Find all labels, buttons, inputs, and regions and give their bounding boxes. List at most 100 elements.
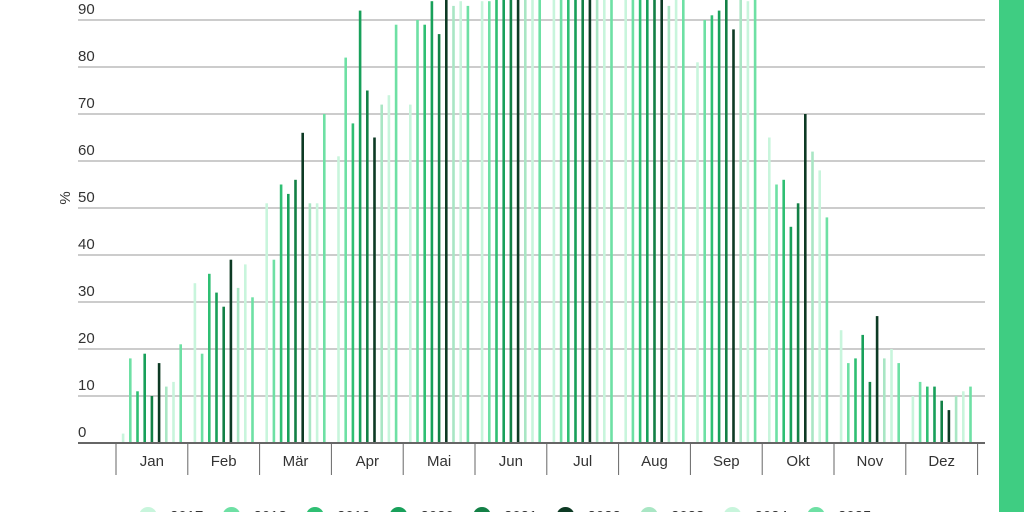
bar-Aug-2019 [638, 0, 642, 444]
bar-Nov-2023 [883, 358, 886, 443]
bar-Sep-2017 [696, 62, 699, 444]
bar-Okt-2023 [811, 151, 814, 443]
bar-Jan-2025 [179, 344, 182, 443]
bar-Jan-2019 [136, 391, 139, 443]
bar-Jun-2021 [509, 0, 513, 443]
x-tick-label: Nov [857, 453, 884, 470]
bar-Jun-2020 [502, 0, 505, 443]
y-axis-label: % [57, 191, 74, 204]
x-tick-label: Aug [641, 453, 668, 470]
bar-Apr-2018 [344, 57, 347, 443]
bar-Apr-2025 [394, 24, 398, 443]
bar-Mär-2023 [308, 203, 312, 443]
legend-marker [723, 507, 742, 517]
bar-Mai-2024 [459, 1, 462, 443]
bar-Jul-2023 [595, 0, 599, 443]
bar-Feb-2025 [251, 297, 254, 443]
legend-marker [807, 507, 825, 517]
bar-Jul-2019 [567, 0, 570, 443]
bar-Okt-2019 [782, 179, 785, 444]
bar-Jul-2025 [610, 0, 613, 443]
legend-label: 2018 [254, 508, 287, 512]
bar-Dez-2019 [926, 386, 929, 443]
y-tick-label: 60 [78, 142, 95, 159]
bar-Jun-2024 [531, 0, 534, 443]
bar-Mai-2018 [416, 20, 419, 443]
bar-Sep-2019 [710, 15, 714, 444]
bar-Mai-2022 [445, 0, 448, 444]
y-tick-label: 40 [78, 236, 95, 253]
bar-Apr-2021 [366, 90, 369, 443]
side-accent-bar [999, 0, 1024, 512]
legend-label: 2017 [170, 508, 203, 512]
bar-Mär-2021 [294, 179, 297, 444]
legend-label: 2023 [671, 508, 704, 512]
bar-Apr-2020 [358, 10, 362, 443]
bar-Jan-2021 [150, 396, 154, 443]
bar-Jun-2023 [524, 0, 527, 443]
bar-Nov-2017 [839, 330, 843, 443]
y-tick-label: 30 [78, 283, 95, 300]
bar-Jun-2019 [495, 0, 498, 444]
bar-Okt-2017 [768, 137, 771, 443]
bar-Mär-2024 [315, 203, 319, 443]
y-tick-label: 90 [78, 1, 95, 18]
bar-Okt-2021 [796, 203, 800, 443]
bar-Feb-2021 [222, 306, 225, 443]
bar-Feb-2017 [193, 283, 197, 443]
bar-Nov-2018 [847, 363, 850, 443]
bar-Okt-2018 [775, 184, 778, 443]
x-tick-label: Okt [786, 453, 810, 470]
bar-Feb-2022 [229, 259, 233, 443]
x-tick-label: Feb [211, 453, 237, 470]
bar-Aug-2021 [653, 0, 656, 443]
bar-Jan-2023 [165, 386, 168, 443]
bar-Mai-2020 [430, 1, 434, 443]
legend-label: 2020 [421, 508, 454, 512]
bar-Aug-2017 [624, 0, 627, 443]
bar-Dez-2021 [940, 400, 943, 443]
bar-Okt-2020 [789, 226, 793, 443]
bar-Jun-2017 [480, 1, 484, 443]
y-tick-label: 70 [78, 95, 95, 112]
bar-Sep-2018 [703, 20, 706, 443]
bar-Mai-2021 [437, 34, 441, 443]
bar-Nov-2024 [890, 349, 893, 443]
bar-Dez-2018 [918, 381, 922, 443]
x-tick-label: Apr [356, 453, 379, 470]
bar-Apr-2022 [373, 137, 376, 443]
x-tick-label: Mär [283, 453, 309, 470]
bar-Mai-2017 [409, 104, 412, 443]
y-tick-label: 50 [78, 189, 95, 206]
bar-Mai-2025 [466, 5, 470, 444]
bar-Dez-2017 [911, 396, 915, 443]
legend-marker [139, 507, 157, 517]
bar-Aug-2018 [631, 0, 635, 443]
legend-marker [473, 507, 491, 517]
bar-Jun-2025 [538, 0, 541, 443]
bar-Aug-2024 [674, 0, 678, 444]
bar-Sep-2025 [753, 0, 757, 443]
bar-Jul-2018 [559, 0, 563, 443]
bar-Jun-2022 [516, 0, 520, 443]
bar-Mär-2025 [323, 114, 326, 443]
x-tick-label: Jun [499, 453, 523, 470]
bar-Aug-2020 [646, 0, 649, 443]
legend-marker [640, 507, 658, 517]
bar-Jul-2021 [581, 0, 584, 443]
legend-marker [222, 507, 241, 517]
bar-Nov-2025 [897, 363, 900, 443]
bar-Jan-2022 [157, 363, 161, 443]
legend-marker [306, 507, 324, 517]
x-tick-label: Mai [427, 453, 451, 470]
bar-Jul-2022 [588, 0, 592, 443]
x-tick-label: Jan [140, 453, 164, 470]
bar-Okt-2022 [804, 114, 807, 443]
x-tick-label: Sep [713, 453, 740, 470]
y-tick-label: 10 [78, 377, 95, 394]
bar-Aug-2022 [660, 0, 663, 443]
bar-Mär-2020 [287, 193, 290, 443]
y-tick-label: 0 [78, 424, 86, 441]
